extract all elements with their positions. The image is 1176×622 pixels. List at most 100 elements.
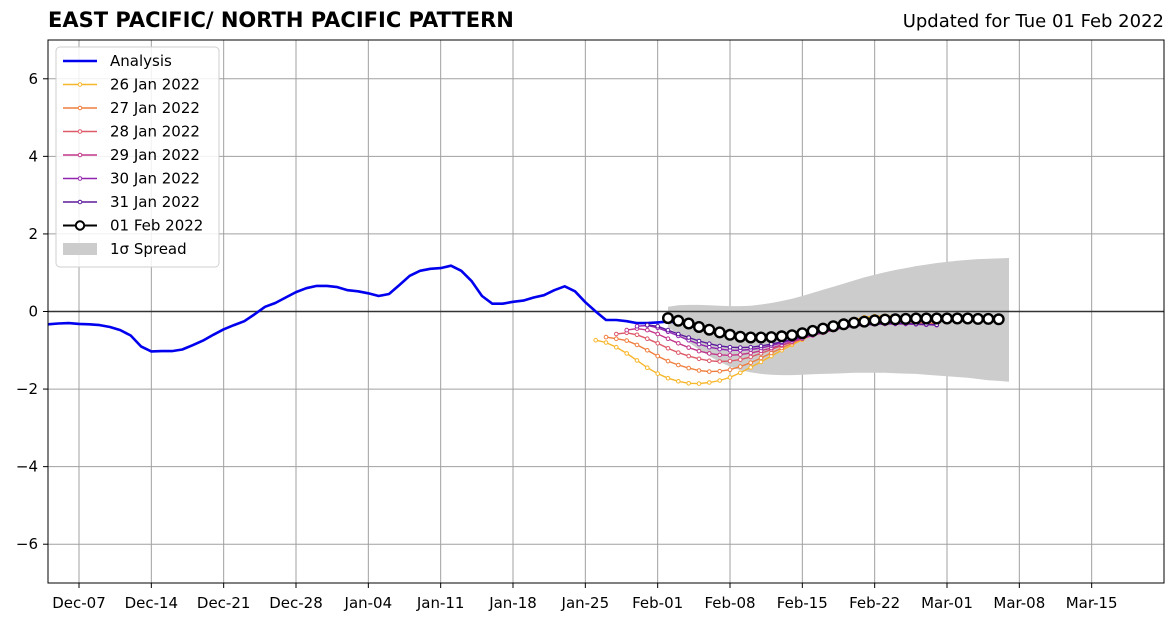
forecast-point: [879, 313, 892, 326]
forecast-point: [738, 352, 743, 357]
forecast-point: [645, 336, 650, 342]
forecast-point: [686, 345, 692, 350]
forecast-point: [676, 379, 681, 384]
forecast-point: [645, 348, 650, 353]
forecast-point: [738, 364, 743, 369]
legend-label: Analysis: [110, 52, 172, 70]
forecast-point: [645, 327, 650, 333]
forecast-point: [796, 327, 809, 340]
forecast-point: [707, 380, 712, 385]
y-tick-label: 4: [28, 147, 38, 165]
forecast-point: [593, 337, 599, 343]
forecast-point: [634, 358, 640, 363]
ticks-layer: Dec-07 Dec-14 Dec-21 Dec-28 Jan-04 Jan-11 Jan-…: [16, 70, 1118, 612]
legend-label: 26 Jan 2022: [110, 76, 200, 94]
forecast-point: [686, 353, 692, 359]
x-tick-label: Feb-08: [704, 594, 755, 612]
forecast-point: [858, 315, 871, 328]
forecast-point: [738, 345, 743, 350]
y-tick-label: 6: [28, 70, 38, 88]
forecast-point: [634, 342, 640, 348]
forecast-point: [941, 312, 954, 325]
forecast-point: [603, 334, 609, 340]
forecast-point: [693, 321, 706, 334]
forecast-point: [961, 312, 974, 325]
forecast-point: [707, 369, 712, 374]
y-tick-label: −6: [16, 535, 38, 553]
forecast-point: [727, 353, 733, 358]
legend-marker: [77, 199, 83, 205]
forecast-point: [645, 322, 650, 328]
spread-layer: [668, 258, 1009, 382]
forecast-point: [662, 312, 675, 325]
forecast-point: [696, 348, 702, 354]
forecast-point: [686, 381, 692, 386]
forecast-point: [786, 329, 799, 342]
legend-marker: [77, 176, 83, 181]
forecast-point: [676, 362, 681, 368]
legend-box: [55, 46, 220, 268]
forecast-point: [868, 314, 881, 327]
forecast-point: [686, 365, 692, 371]
legend-label: 29 Jan 2022: [110, 146, 200, 164]
x-tick-label: Jan-18: [488, 594, 537, 612]
x-tick-label: Jan-11: [416, 594, 465, 612]
forecast-point: [655, 341, 661, 346]
x-tick-label: Mar-08: [993, 594, 1045, 612]
y-tick-label: 0: [28, 303, 38, 321]
legend-label: 1σ Spread: [110, 240, 187, 258]
forecast-point: [634, 323, 640, 329]
forecast-point: [696, 356, 702, 362]
x-tick-label: Mar-01: [921, 594, 973, 612]
legend-marker: [74, 220, 86, 231]
forecast-point: [930, 312, 943, 325]
forecast-point: [806, 324, 819, 337]
forecast-point: [665, 358, 671, 364]
forecast-point: [738, 357, 743, 362]
forecast-point: [614, 331, 619, 337]
legend-label: 27 Jan 2022: [110, 99, 200, 117]
forecast-point: [713, 326, 726, 339]
forecast-point: [676, 350, 681, 355]
forecast-point: [727, 375, 733, 380]
forecast-point: [655, 331, 661, 337]
forecast-point: [717, 359, 723, 364]
forecast-point: [707, 351, 712, 356]
forecast-point: [755, 331, 768, 344]
forecast-point: [910, 312, 923, 325]
forecast-point: [889, 313, 902, 326]
legend-label: 30 Jan 2022: [110, 170, 200, 188]
forecast-point: [717, 368, 723, 374]
legend-marker: [77, 105, 83, 111]
forecast-point: [727, 358, 733, 364]
forecast-point: [758, 359, 764, 365]
legend-label: 01 Feb 2022: [110, 217, 203, 235]
forecast-point: [707, 358, 712, 364]
forecast-point: [982, 312, 995, 325]
forecast-point: [665, 346, 671, 351]
forecast-point: [665, 336, 671, 342]
chart-subtitle: Updated for Tue 01 Feb 2022: [902, 11, 1164, 32]
forecast-point: [676, 331, 681, 337]
forecast-point: [748, 344, 754, 350]
x-tick-label: Jan-25: [561, 594, 610, 612]
forecast-point: [717, 352, 723, 358]
chart-title: EAST PACIFIC/ NORTH PACIFIC PATTERN: [48, 8, 514, 32]
forecast-point: [634, 332, 640, 338]
forecast-point: [848, 316, 861, 329]
x-tick-label: Feb-22: [849, 594, 900, 612]
forecast-point: [696, 338, 702, 344]
x-tick-label: Dec-28: [269, 594, 323, 612]
forecast-point: [624, 327, 630, 333]
forecast-point: [672, 314, 685, 327]
forecast-point: [748, 354, 754, 360]
series-layer: [47, 264, 1005, 386]
forecast-point: [744, 331, 757, 344]
legend: Analysis 26 Jan 2022 27 Jan 2022 28 Jan 202…: [55, 46, 220, 268]
spread-band: [668, 258, 1009, 382]
legend-marker: [77, 82, 83, 87]
forecast-point: [707, 341, 712, 347]
forecast-point: [624, 338, 630, 343]
forecast-point: [655, 371, 661, 376]
